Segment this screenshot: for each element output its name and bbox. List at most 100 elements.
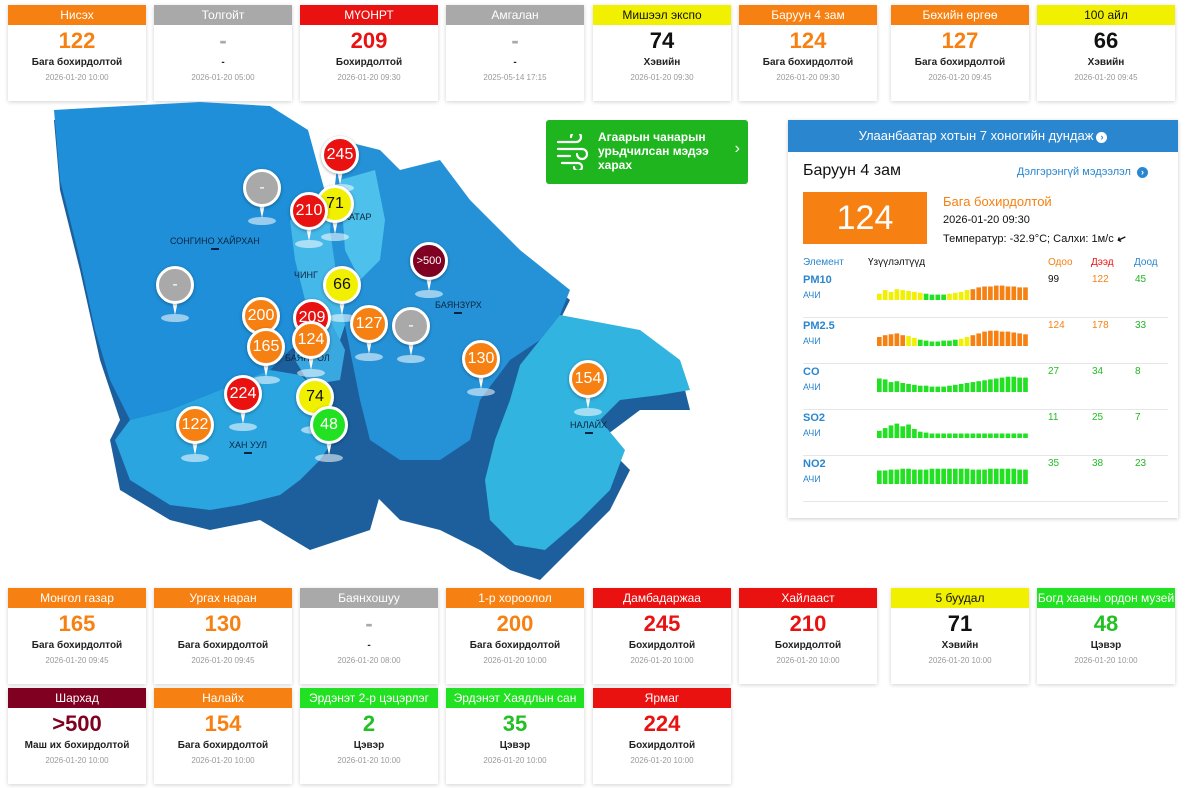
sparkline-bar — [982, 286, 987, 300]
pin-value: 130 — [462, 340, 500, 378]
station-card[interactable]: Нисэх 122 Бага бохирдолтой 2026-01-20 10:00 — [8, 5, 146, 101]
pollutant-sparkline — [877, 468, 1028, 484]
sparkline-bar — [941, 294, 946, 300]
sparkline-bar — [1017, 287, 1022, 300]
station-card[interactable]: Амгалан - - 2025-05-14 17:15 — [446, 5, 584, 101]
aqi-value: 48 — [1093, 611, 1119, 636]
station-card[interactable]: Дамбадаржаа 245 Бохирдолтой 2026-01-20 10:0… — [593, 588, 731, 684]
aqi-value: - — [365, 611, 373, 636]
timestamp: 2026-01-20 10:00 — [630, 756, 694, 765]
sparkline-bar — [882, 290, 888, 300]
pin-value: 210 — [290, 192, 328, 230]
pin-shadow — [315, 454, 343, 462]
pin-value: - — [243, 169, 281, 207]
map-pin[interactable]: >500 — [410, 242, 448, 300]
sparkline-bar — [993, 378, 999, 392]
panel-header[interactable]: Улаанбаатар хотын 7 хоногийн дундаж › — [788, 120, 1178, 152]
forecast-button[interactable]: Агаарын чанарын урьдчилсан мэдээ харах › — [546, 120, 748, 184]
sparkline-bar — [906, 424, 911, 438]
station-card[interactable]: Шархад >500 Маш их бохирдолтой 2026-01-20 1… — [8, 688, 146, 784]
pin-stem — [408, 342, 414, 356]
sparkline-bar — [958, 383, 964, 392]
map-pin[interactable]: 154 — [569, 360, 607, 418]
map-pin[interactable]: 66 — [323, 266, 361, 324]
timestamp: 2026-01-20 10:00 — [483, 756, 547, 765]
sparkline-bar — [1005, 376, 1011, 392]
sparkline-bar — [912, 429, 917, 438]
pin-shadow — [161, 314, 189, 322]
station-card[interactable]: 100 айл 66 Хэвийн 2026-01-20 09:45 — [1037, 5, 1175, 101]
timestamp: 2026-01-20 10:00 — [191, 756, 255, 765]
map-pin[interactable]: 127 — [350, 305, 388, 363]
sparkline-bar — [929, 433, 935, 438]
map-pin[interactable]: 122 — [176, 406, 214, 464]
aqi-value: 209 — [350, 28, 388, 53]
station-card[interactable]: Ярмаг 224 Бохирдолтой 2026-01-20 10:00 — [593, 688, 731, 784]
sparkline-bar — [1023, 287, 1028, 300]
city-map[interactable]: СОНГИНО ХАЙРХАН БАЯНЗҮРХ ХАН УУЛ НАЛАЙХ … — [40, 100, 700, 580]
sparkline-bar — [970, 382, 976, 392]
sparkline-bar — [947, 340, 952, 346]
map-pin[interactable]: - — [243, 169, 281, 227]
sparkline-bar — [923, 469, 929, 484]
weather-info: Температур: -32.9°C; Салхи: 1м/с ↙ — [943, 231, 1128, 247]
pin-shadow — [574, 408, 602, 416]
map-pin[interactable]: 210 — [290, 192, 328, 250]
station-card[interactable]: Баянхошуу - - 2026-01-20 08:00 — [300, 588, 438, 684]
sparkline-bar — [894, 289, 900, 300]
pin-stem — [192, 441, 198, 455]
more-info-link[interactable]: Дэлгэрэнгүй мэдээлэл › — [1017, 166, 1148, 178]
station-card[interactable]: Бөхийн өргөө 127 Бага бохирдолтой 2026-01-2… — [891, 5, 1029, 101]
district-label: СОНГИНО ХАЙРХАН — [170, 236, 260, 250]
pin-stem — [478, 375, 484, 389]
pollutant-row: NO2 АЧИ 35 38 23 — [803, 456, 1168, 502]
station-card[interactable]: Мишээл экспо 74 Хэвийн 2026-01-20 09:30 — [593, 5, 731, 101]
sparkline-bar — [958, 291, 964, 300]
sparkline-bar — [1005, 433, 1011, 438]
station-card[interactable]: Эрдэнэт 2-р цэцэрлэг 2 Цэвэр 2026-01-20 10:… — [300, 688, 438, 784]
sparkline-bar — [929, 386, 935, 392]
station-name: Баруун 4 зам — [739, 5, 877, 25]
station-card[interactable]: 1-р хороолол 200 Бага бохирдолтой 2026-01-2… — [446, 588, 584, 684]
station-detail-panel: Улаанбаатар хотын 7 хоногийн дундаж › Бар… — [788, 120, 1178, 518]
pin-value: 154 — [569, 360, 607, 398]
station-card[interactable]: Налайх 154 Бага бохирдолтой 2026-01-20 10:0… — [154, 688, 292, 784]
map-pin[interactable]: 130 — [462, 340, 500, 398]
map-pin[interactable]: 124 — [292, 321, 330, 379]
station-card[interactable]: 5 буудал 71 Хэвийн 2026-01-20 10:00 — [891, 588, 1029, 684]
map-pin[interactable]: - — [392, 307, 430, 365]
region-khan-uul[interactable] — [115, 370, 340, 510]
pollutant-max: 178 — [1092, 320, 1109, 331]
map-pin[interactable]: 48 — [310, 406, 348, 464]
sparkline-bar — [964, 433, 970, 438]
aqi-level: - — [221, 57, 225, 68]
aqi-value: 71 — [947, 611, 973, 636]
pin-stem — [585, 395, 591, 409]
station-name: Налайх — [154, 688, 292, 708]
sparkline-bar — [1011, 332, 1017, 346]
pollutant-current: 11 — [1048, 412, 1059, 423]
station-card[interactable]: Толгойт - - 2026-01-20 05:00 — [154, 5, 292, 101]
sparkline-bar — [1017, 469, 1022, 484]
map-pin[interactable]: 224 — [224, 375, 262, 433]
sparkline-bar — [923, 432, 929, 438]
aqi-level: Бохирдолтой — [335, 57, 403, 68]
map-pin[interactable]: 165 — [247, 328, 285, 386]
station-card[interactable]: Ургах наран 130 Бага бохирдолтой 2026-01-20… — [154, 588, 292, 684]
region-bayanzurkh[interactable] — [330, 140, 570, 460]
pin-value: 165 — [247, 328, 285, 366]
sparkline-bar — [923, 385, 929, 392]
sparkline-bar — [935, 433, 941, 438]
station-card[interactable]: Баруун 4 зам 124 Бага бохирдолтой 2026-01-2… — [739, 5, 877, 101]
station-card[interactable]: Богд хааны ордон музей 48 Цэвэр 2026-01-20 … — [1037, 588, 1175, 684]
station-card[interactable]: МҮОНРТ 209 Бохирдолтой 2026-01-20 09:30 — [300, 5, 438, 101]
pollutant-sparkline — [877, 376, 1028, 392]
station-card[interactable]: Эрдэнэт Хаядлын сан 35 Цэвэр 2026-01-20 10:… — [446, 688, 584, 784]
sparkline-bar — [947, 293, 952, 300]
station-card[interactable]: Монгол газар 165 Бага бохирдолтой 2026-01-2… — [8, 588, 146, 684]
station-card[interactable]: Хайлааст 210 Бохирдолтой 2026-01-20 10:00 — [739, 588, 877, 684]
sparkline-bar — [988, 468, 993, 484]
timestamp: 2026-01-20 10:00 — [45, 756, 109, 765]
map-pin[interactable]: - — [156, 266, 194, 324]
